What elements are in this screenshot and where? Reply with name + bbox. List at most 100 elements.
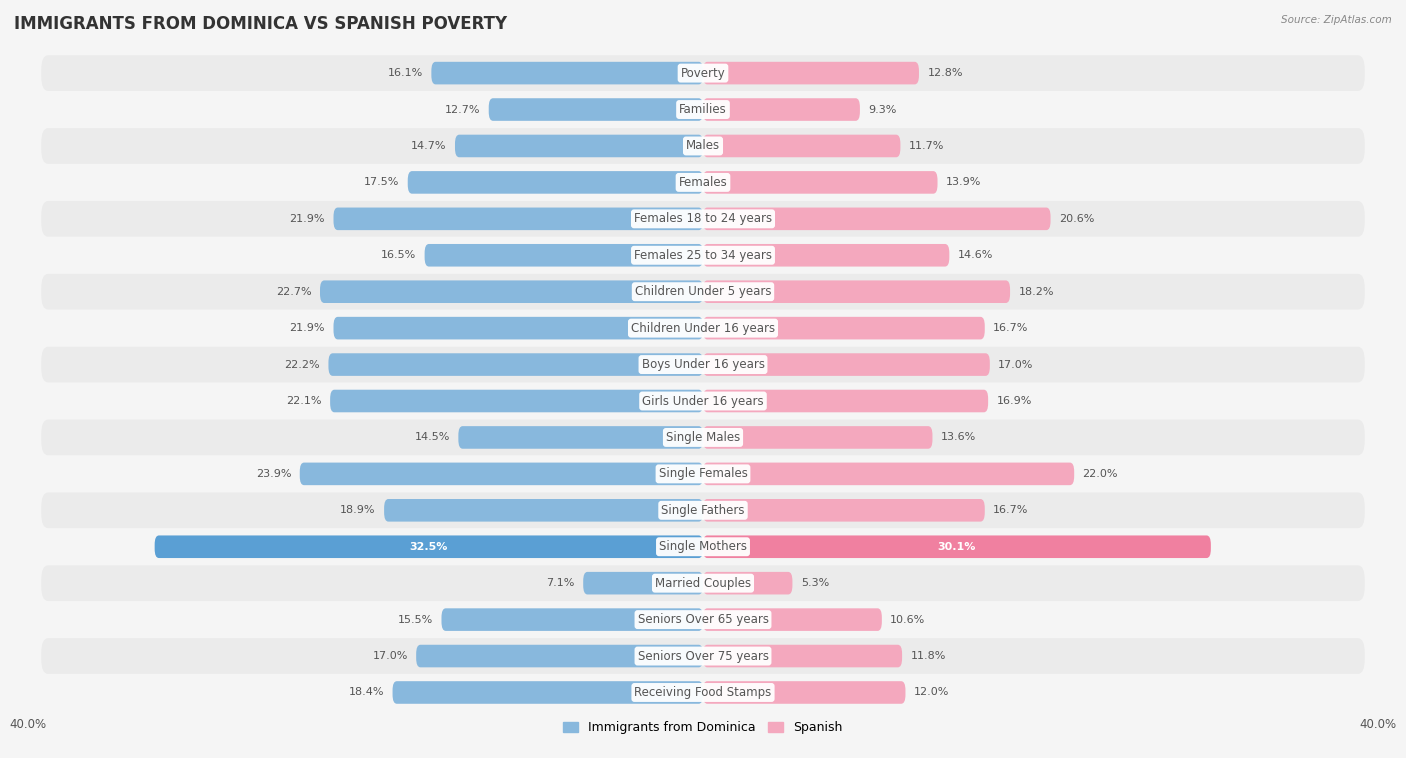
Text: 16.7%: 16.7% xyxy=(993,323,1029,333)
FancyBboxPatch shape xyxy=(703,390,988,412)
FancyBboxPatch shape xyxy=(41,237,1365,273)
Text: 17.0%: 17.0% xyxy=(373,651,408,661)
Text: 7.1%: 7.1% xyxy=(547,578,575,588)
Text: 18.4%: 18.4% xyxy=(349,688,384,697)
FancyBboxPatch shape xyxy=(458,426,703,449)
FancyBboxPatch shape xyxy=(384,499,703,522)
Text: 5.3%: 5.3% xyxy=(801,578,830,588)
FancyBboxPatch shape xyxy=(41,529,1365,565)
Text: IMMIGRANTS FROM DOMINICA VS SPANISH POVERTY: IMMIGRANTS FROM DOMINICA VS SPANISH POVE… xyxy=(14,15,508,33)
FancyBboxPatch shape xyxy=(703,535,1211,558)
Text: 12.7%: 12.7% xyxy=(444,105,481,114)
Text: 18.2%: 18.2% xyxy=(1018,287,1054,296)
Text: 14.7%: 14.7% xyxy=(411,141,447,151)
Text: Girls Under 16 years: Girls Under 16 years xyxy=(643,394,763,408)
FancyBboxPatch shape xyxy=(41,383,1365,419)
FancyBboxPatch shape xyxy=(41,638,1365,674)
FancyBboxPatch shape xyxy=(41,346,1365,383)
Text: 14.5%: 14.5% xyxy=(415,433,450,443)
FancyBboxPatch shape xyxy=(41,675,1365,710)
Text: Children Under 16 years: Children Under 16 years xyxy=(631,321,775,334)
Text: 18.9%: 18.9% xyxy=(340,506,375,515)
FancyBboxPatch shape xyxy=(583,572,703,594)
Text: 16.7%: 16.7% xyxy=(993,506,1029,515)
FancyBboxPatch shape xyxy=(703,171,938,194)
FancyBboxPatch shape xyxy=(41,55,1365,91)
FancyBboxPatch shape xyxy=(41,420,1365,456)
FancyBboxPatch shape xyxy=(41,201,1365,236)
Text: Seniors Over 65 years: Seniors Over 65 years xyxy=(637,613,769,626)
Text: 10.6%: 10.6% xyxy=(890,615,925,625)
FancyBboxPatch shape xyxy=(703,208,1050,230)
Text: 11.8%: 11.8% xyxy=(911,651,946,661)
Text: Married Couples: Married Couples xyxy=(655,577,751,590)
FancyBboxPatch shape xyxy=(432,62,703,84)
FancyBboxPatch shape xyxy=(41,310,1365,346)
Text: Source: ZipAtlas.com: Source: ZipAtlas.com xyxy=(1281,15,1392,25)
Text: 22.0%: 22.0% xyxy=(1083,469,1118,479)
Text: 16.5%: 16.5% xyxy=(381,250,416,260)
Text: 11.7%: 11.7% xyxy=(908,141,945,151)
FancyBboxPatch shape xyxy=(425,244,703,267)
FancyBboxPatch shape xyxy=(416,645,703,667)
Text: 20.6%: 20.6% xyxy=(1059,214,1094,224)
FancyBboxPatch shape xyxy=(703,499,984,522)
FancyBboxPatch shape xyxy=(321,280,703,303)
Text: 22.2%: 22.2% xyxy=(284,359,321,370)
Text: Poverty: Poverty xyxy=(681,67,725,80)
FancyBboxPatch shape xyxy=(703,135,900,157)
Text: 30.1%: 30.1% xyxy=(938,542,976,552)
FancyBboxPatch shape xyxy=(703,572,793,594)
Text: 17.5%: 17.5% xyxy=(364,177,399,187)
FancyBboxPatch shape xyxy=(703,280,1010,303)
Legend: Immigrants from Dominica, Spanish: Immigrants from Dominica, Spanish xyxy=(558,716,848,739)
Text: 9.3%: 9.3% xyxy=(869,105,897,114)
Text: 15.5%: 15.5% xyxy=(398,615,433,625)
FancyBboxPatch shape xyxy=(330,390,703,412)
FancyBboxPatch shape xyxy=(456,135,703,157)
Text: 14.6%: 14.6% xyxy=(957,250,993,260)
FancyBboxPatch shape xyxy=(703,317,984,340)
FancyBboxPatch shape xyxy=(703,426,932,449)
Text: Families: Families xyxy=(679,103,727,116)
FancyBboxPatch shape xyxy=(329,353,703,376)
FancyBboxPatch shape xyxy=(489,99,703,121)
FancyBboxPatch shape xyxy=(408,171,703,194)
FancyBboxPatch shape xyxy=(41,565,1365,601)
Text: 16.1%: 16.1% xyxy=(388,68,423,78)
Text: Single Males: Single Males xyxy=(666,431,740,444)
FancyBboxPatch shape xyxy=(703,99,860,121)
Text: Females 25 to 34 years: Females 25 to 34 years xyxy=(634,249,772,262)
FancyBboxPatch shape xyxy=(41,493,1365,528)
Text: 21.9%: 21.9% xyxy=(290,214,325,224)
FancyBboxPatch shape xyxy=(703,681,905,703)
Text: Females: Females xyxy=(679,176,727,189)
Text: 21.9%: 21.9% xyxy=(290,323,325,333)
Text: 22.1%: 22.1% xyxy=(287,396,322,406)
Text: Males: Males xyxy=(686,139,720,152)
Text: 16.9%: 16.9% xyxy=(997,396,1032,406)
FancyBboxPatch shape xyxy=(41,92,1365,127)
FancyBboxPatch shape xyxy=(441,609,703,631)
FancyBboxPatch shape xyxy=(703,353,990,376)
Text: Children Under 5 years: Children Under 5 years xyxy=(634,285,772,298)
Text: Females 18 to 24 years: Females 18 to 24 years xyxy=(634,212,772,225)
FancyBboxPatch shape xyxy=(703,609,882,631)
FancyBboxPatch shape xyxy=(703,645,903,667)
FancyBboxPatch shape xyxy=(41,274,1365,309)
Text: 12.0%: 12.0% xyxy=(914,688,949,697)
Text: 32.5%: 32.5% xyxy=(409,542,449,552)
FancyBboxPatch shape xyxy=(41,128,1365,164)
Text: Seniors Over 75 years: Seniors Over 75 years xyxy=(637,650,769,662)
Text: Single Females: Single Females xyxy=(658,468,748,481)
Text: Receiving Food Stamps: Receiving Food Stamps xyxy=(634,686,772,699)
FancyBboxPatch shape xyxy=(703,462,1074,485)
FancyBboxPatch shape xyxy=(703,244,949,267)
FancyBboxPatch shape xyxy=(41,164,1365,200)
FancyBboxPatch shape xyxy=(333,208,703,230)
Text: 13.6%: 13.6% xyxy=(941,433,976,443)
Text: 23.9%: 23.9% xyxy=(256,469,291,479)
Text: 17.0%: 17.0% xyxy=(998,359,1033,370)
FancyBboxPatch shape xyxy=(392,681,703,703)
FancyBboxPatch shape xyxy=(299,462,703,485)
